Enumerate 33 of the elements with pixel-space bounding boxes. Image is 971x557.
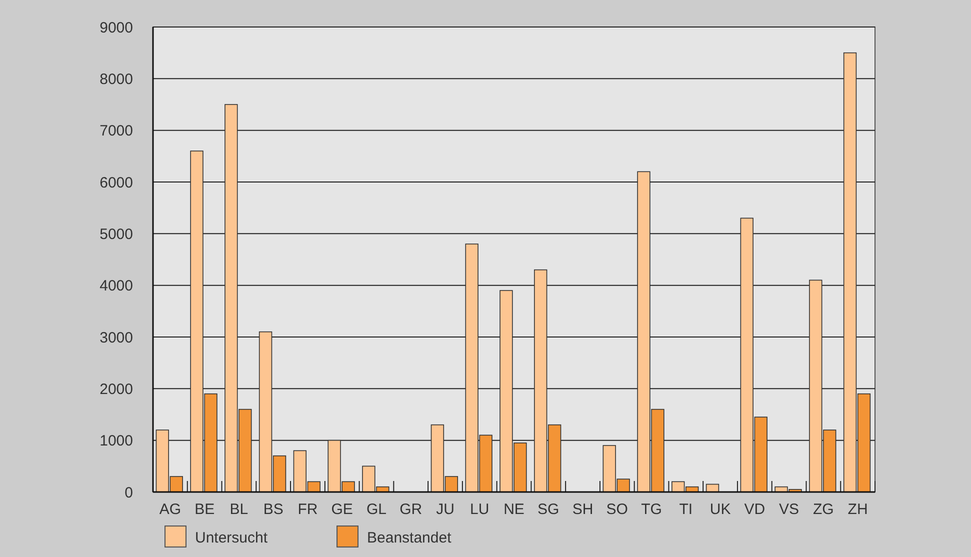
x-tick-label: AG [159,501,182,518]
x-tick-label: UK [710,501,731,518]
y-tick-label: 8000 [100,70,133,88]
x-tick-label: ZH [848,501,868,518]
x-tick-label: BE [194,501,215,518]
x-tick-label: SH [572,501,594,518]
y-tick-label: 7000 [100,122,133,140]
x-tick-label: FR [298,501,318,518]
x-tick-label: BS [263,501,284,518]
x-tick-label: LU [470,501,490,518]
x-tick-label: SO [606,501,628,518]
x-tick-label: TI [679,501,693,518]
y-tick-label: 3000 [100,329,133,346]
legend-label: Beanstandet [367,529,452,546]
x-tick-label: GL [366,501,386,518]
x-tick-label: SG [538,501,560,518]
y-tick-label: 4000 [100,278,133,295]
x-tick-label: GE [331,501,353,518]
y-tick-label: 5000 [100,226,133,243]
y-tick-label: 0 [124,484,133,502]
y-tick-label: 2000 [100,380,133,398]
y-tick-label: 6000 [100,174,133,192]
x-tick-label: VS [779,501,800,518]
x-tick-label: TG [641,501,662,518]
x-tick-label: JU [436,501,454,518]
x-tick-label: GR [400,501,422,518]
y-tick-label: 1000 [100,432,133,450]
x-tick-label: BL [230,501,248,518]
x-tick-label: NE [504,501,524,518]
legend-label: Untersucht [195,529,268,546]
x-tick-label: ZG [813,501,834,518]
y-tick-label: 9000 [100,19,133,36]
x-tick-label: VD [744,501,766,518]
